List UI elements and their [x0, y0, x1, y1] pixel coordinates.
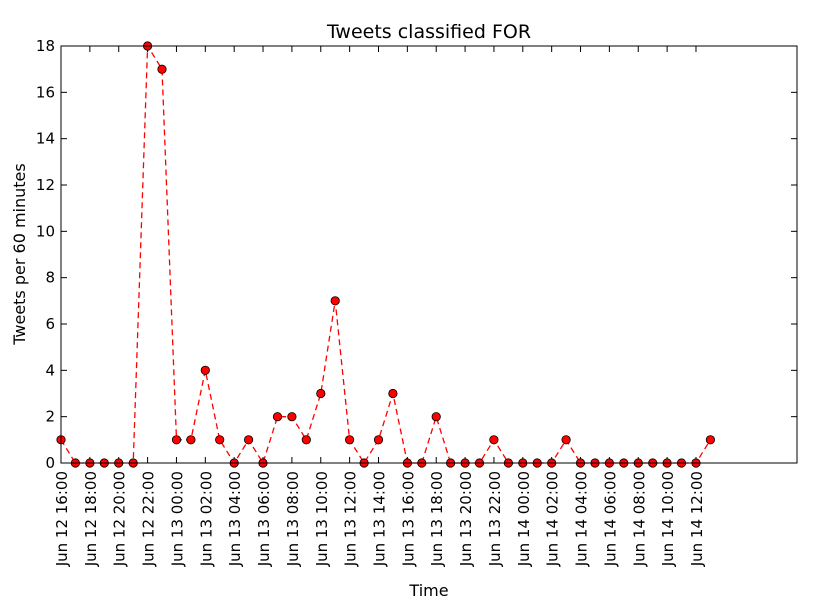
x-tick-label: Jun 13 18:00 — [428, 471, 446, 567]
data-point — [186, 435, 196, 445]
x-tick-label: Jun 14 06:00 — [601, 471, 619, 567]
x-tick-label: Jun 12 20:00 — [111, 471, 129, 567]
data-point — [489, 435, 499, 445]
data-point — [171, 435, 182, 445]
data-point — [287, 412, 297, 422]
data-point — [344, 435, 355, 445]
x-tick-label: Jun 13 20:00 — [457, 471, 475, 567]
tick-labels: 0 2 4 6 8 10 12 14 16 18 Jun 12 16:00 Jun 12 18:00 J… — [36, 37, 706, 567]
x-tick-label: Jun 14 00:00 — [515, 471, 533, 567]
x-tick-label: Jun 12 22:00 — [140, 471, 158, 567]
data-point — [431, 412, 441, 422]
chart-title: Tweets classified FOR — [326, 21, 531, 43]
data-point — [373, 435, 384, 445]
data-point — [301, 435, 311, 445]
y-tick-label: 14 — [36, 130, 55, 148]
x-tick-label: Jun 13 16:00 — [399, 471, 417, 567]
x-tick-label: Jun 13 08:00 — [284, 471, 302, 567]
x-tick-label: Jun 13 02:00 — [197, 471, 215, 567]
data-point — [215, 435, 225, 445]
x-axis-title: Time — [408, 581, 448, 600]
x-tick-label: Jun 14 04:00 — [573, 471, 591, 567]
y-tick-label: 4 — [45, 361, 55, 379]
data-point — [244, 435, 254, 445]
x-tick-label: Jun 12 18:00 — [82, 471, 100, 567]
x-tick-label: Jun 13 06:00 — [255, 471, 273, 567]
x-tick-label: Jun 13 04:00 — [226, 471, 244, 567]
x-tick-label: Jun 12 16:00 — [53, 471, 71, 567]
y-axis-title: Tweets per 60 minutes — [10, 163, 29, 345]
x-tick-label: Jun 14 08:00 — [630, 471, 648, 567]
tick-marks — [60, 45, 797, 464]
y-tick-label: 12 — [36, 176, 55, 194]
data-point — [561, 435, 571, 445]
data-series — [56, 41, 716, 468]
x-tick-label: Jun 14 02:00 — [544, 471, 562, 567]
data-point — [388, 388, 398, 399]
y-tick-label: 0 — [45, 454, 55, 472]
x-tick-label: Jun 13 12:00 — [342, 471, 360, 567]
x-tick-label: Jun 14 10:00 — [659, 471, 677, 567]
plot-area — [60, 45, 798, 464]
y-tick-label: 6 — [45, 315, 55, 333]
x-tick-label: Jun 14 12:00 — [688, 471, 706, 567]
y-tick-label: 8 — [45, 269, 55, 287]
data-point — [157, 64, 167, 74]
data-point — [316, 388, 326, 399]
series-line — [60, 43, 711, 465]
y-tick-label: 16 — [36, 83, 55, 101]
x-tick-label: Jun 13 10:00 — [313, 471, 331, 567]
x-tick-label: Jun 13 22:00 — [486, 471, 504, 567]
y-tick-label: 18 — [36, 37, 55, 55]
x-tick-label: Jun 13 14:00 — [370, 471, 388, 567]
data-point — [272, 412, 283, 422]
data-point — [200, 365, 210, 375]
x-tick-label: Jun 13 00:00 — [168, 471, 186, 567]
y-tick-label: 2 — [45, 408, 55, 426]
data-point — [330, 296, 340, 306]
y-tick-label: 10 — [36, 222, 55, 240]
data-point — [705, 435, 716, 445]
